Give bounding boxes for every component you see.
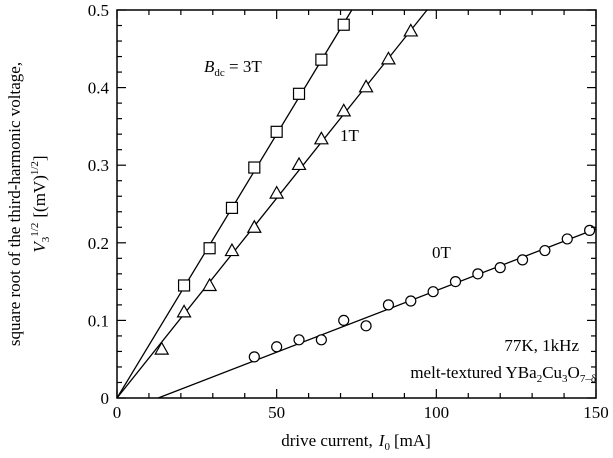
marker-1t [358,79,374,93]
marker-0t [248,351,260,363]
marker-3t [337,18,350,31]
label-3t: Bdc = 3T [204,57,262,79]
y-axis-label-line2: V31/2[(mV)1/2] [29,155,52,252]
data-markers [154,18,596,363]
label-3t-sub: dc [214,67,225,79]
marker-0t [382,299,395,311]
sample-label: melt-textured YBa2Cu3O7–δ [410,363,596,385]
x-axis-label-sub: 0 [384,441,390,453]
marker-0t [315,334,327,346]
label-3t-value: = 3T [225,57,263,76]
marker-1t [269,185,285,199]
y-axis-label-unit: [(mV) [30,175,49,217]
marker-1t [154,341,170,355]
x-axis-label-text: drive current, [281,431,373,450]
y-axis-label-line1: square root of the third-harmonic voltag… [5,62,24,346]
marker-1t [202,277,218,292]
fit-line-1t [116,9,428,399]
marker-0t [472,268,484,280]
marker-1t [403,23,419,37]
sample-sub2: 3 [562,373,568,385]
y-axis-label-sub: 3 [40,236,52,242]
y-tick-label: 0.5 [88,1,109,20]
marker-0t [561,233,573,245]
marker-0t [584,224,596,236]
x-axis-label: drive current, I0 [mA] [281,431,431,453]
marker-1t [176,304,192,318]
marker-0t [360,320,372,332]
marker-3t [177,279,191,292]
marker-0t [494,262,506,274]
marker-0t [271,341,283,353]
x-tick-label: 0 [113,403,122,422]
marker-1t [246,219,262,233]
marker-3t [292,87,306,100]
marker-0t [427,286,439,298]
marker-0t [539,244,551,257]
y-tick-label: 0.2 [88,234,109,253]
marker-3t [203,242,216,255]
sample-sub1: 2 [537,373,543,385]
y-axis-label-close: ] [30,155,49,161]
marker-1t [291,156,307,171]
marker-0t [405,295,417,307]
label-0t: 0T [432,243,452,262]
y-tick-label: 0.1 [88,311,109,330]
label-1t: 1T [340,126,360,145]
marker-0t [516,254,529,266]
x-tick-label: 100 [424,403,450,422]
marker-3t [248,161,261,174]
sample-mid: Cu [542,363,562,382]
y-tick-label: 0.4 [88,79,110,98]
marker-3t [225,201,239,214]
conditions-label: 77K, 1kHz [504,336,579,355]
x-tick-label: 50 [268,403,285,422]
marker-0t [293,334,305,346]
y-axis-label-exp: 1/2 [29,223,41,237]
y-axis-label-unit-exp: 1/2 [29,161,41,175]
y-tick-label: 0 [101,389,110,408]
sample-sub3: 7–δ [580,373,596,385]
marker-1t [313,131,329,145]
marker-0t [338,314,350,326]
x-axis-label-var: I [378,431,386,450]
y-tick-label: 0.3 [88,156,109,175]
marker-1t [380,51,396,65]
sample-o: O [568,363,580,382]
marker-3t [270,125,283,138]
x-tick-label: 150 [583,403,609,422]
x-axis-label-unit: [mA] [394,431,431,450]
marker-3t [315,53,328,66]
axis-ticks [116,9,597,399]
marker-0t [449,276,462,288]
marker-1t [336,103,352,117]
marker-1t [224,242,240,257]
tick-labels: 0 50 100 150 0 0.1 0.2 0.3 0.4 0.5 [88,1,609,422]
sample-prefix: melt-textured YBa [410,363,537,382]
plot-frame [116,9,597,399]
y-axis-label-var: V [30,240,49,253]
label-3t-var: B [204,57,215,76]
